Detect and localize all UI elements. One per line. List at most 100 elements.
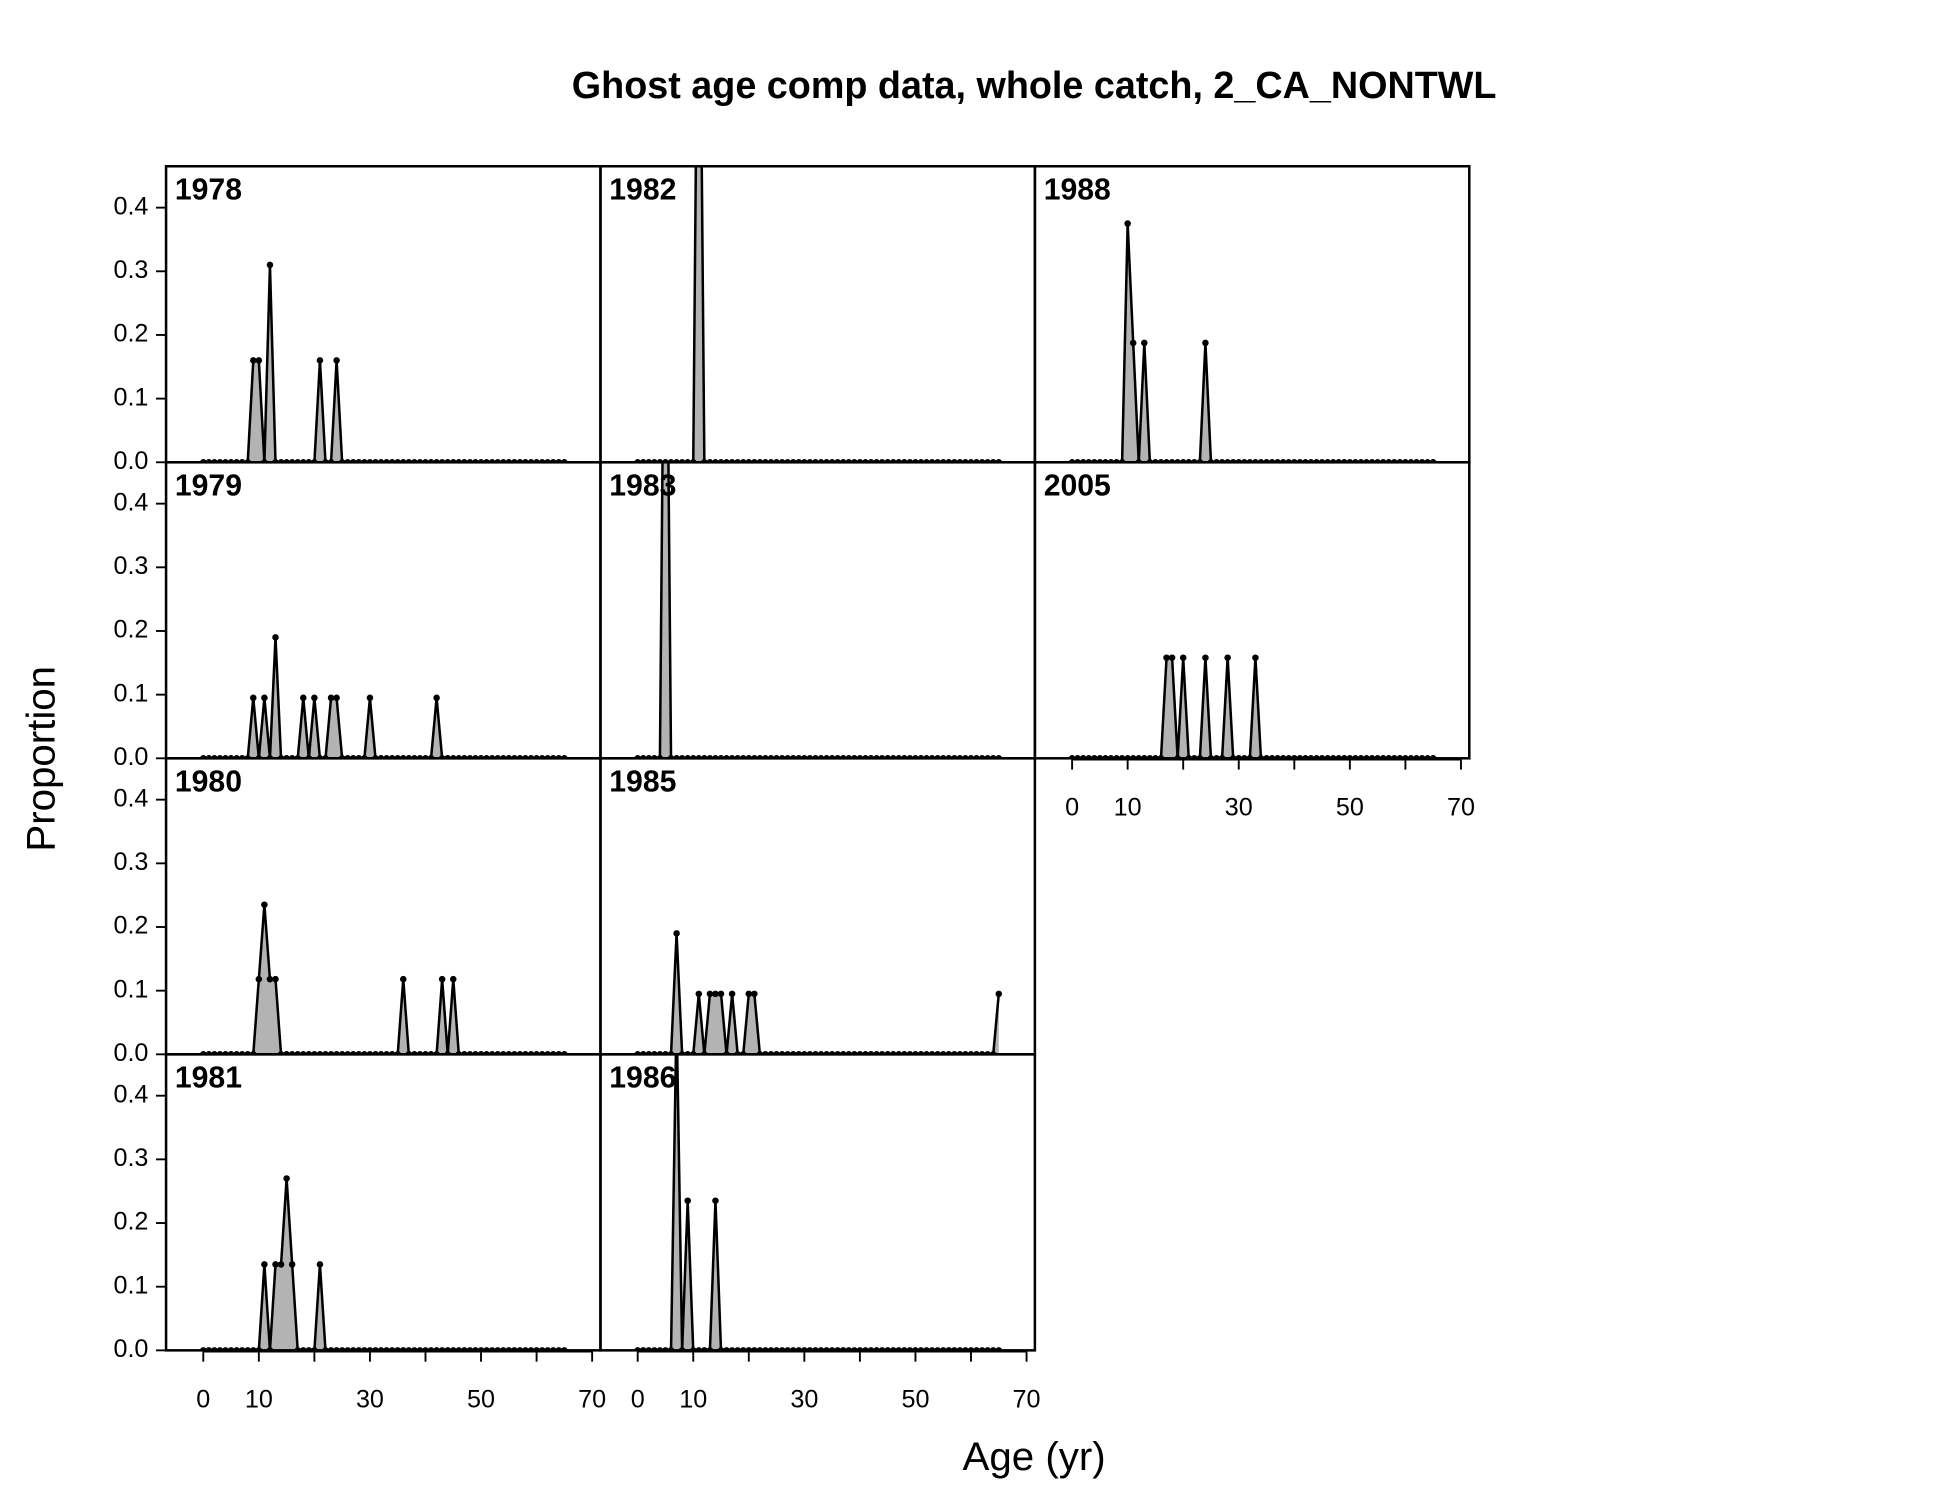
y-tick-label: 0.4 [113,488,148,516]
point [745,990,753,998]
line [203,637,565,759]
point [333,694,340,702]
panel-label: 1980 [175,765,242,798]
point [266,261,274,269]
x-tick-label: 30 [790,1385,818,1413]
panel-label: 1979 [175,469,242,502]
point [684,1197,691,1205]
x-tick-label: 0 [631,1385,645,1413]
x-tick-label: 10 [679,1385,707,1413]
x-tick-label: 10 [245,1385,273,1413]
point [283,1175,290,1182]
panel-frame [599,165,1037,464]
y-tick-label: 0.4 [113,784,148,812]
panel-plot [634,1054,1003,1351]
x-tick-label: 70 [578,1385,606,1413]
area [203,264,565,463]
point [316,357,324,364]
point [712,990,719,998]
x-tick-label: 50 [901,1385,929,1413]
point [433,694,440,702]
area [637,1054,999,1351]
line [637,1054,999,1351]
panel-frame [164,757,602,1056]
y-tick-label: 0.2 [113,320,148,348]
panel-plot [200,901,568,1055]
panel-frame [599,757,1037,1056]
line [1072,656,1434,759]
point [261,901,268,908]
area [203,1178,565,1351]
x-tick-label: 70 [1447,793,1475,821]
panel-frame [1033,165,1471,464]
line [637,933,1001,1055]
x-tick-label: 70 [1013,1385,1041,1413]
x-tick-label: 30 [356,1385,384,1413]
point [717,990,725,998]
point [327,694,335,702]
point [366,694,374,702]
point [272,1261,279,1268]
y-tick-label: 0.3 [113,1144,148,1172]
panel-label: 1982 [609,173,676,206]
point [1163,654,1170,661]
panel-label: 1988 [1044,173,1111,206]
point [1179,654,1187,661]
y-tick-label: 0.0 [113,743,148,771]
x-tick-label: 50 [467,1385,495,1413]
point [300,694,307,702]
point [712,1197,719,1205]
y-tick-label: 0.3 [113,848,148,876]
point [1124,220,1131,227]
point [261,1261,268,1268]
panel-plot [1068,654,1437,759]
panel-frame [164,1053,602,1352]
area [659,462,672,759]
y-tick-label: 0.2 [113,1208,148,1236]
point [316,1261,324,1268]
point [255,975,263,983]
panel-label: 1981 [175,1061,242,1094]
point [272,634,279,641]
panel-plot [200,1175,568,1351]
x-tick-label: 10 [1114,793,1142,821]
point [255,357,263,364]
point [1202,654,1209,661]
area [671,933,999,1055]
x-axis-label: Age (yr) [963,1434,1106,1479]
point [272,975,279,983]
line [637,462,999,759]
y-tick-label: 0.0 [113,1039,148,1067]
panel-label: 1978 [175,173,242,206]
point [288,1261,296,1268]
y-tick-label: 0.1 [113,679,148,707]
y-tick-label: 0.1 [113,1271,148,1299]
point [1129,339,1137,347]
panel-plot [200,261,568,463]
y-tick-label: 0.3 [113,552,148,580]
point [662,118,669,125]
area [247,637,443,759]
panel-label: 1983 [609,469,676,502]
panel-plot [634,118,1003,759]
line [203,1178,565,1351]
point [449,975,457,983]
panel-frame [599,1053,1037,1352]
point [311,694,318,702]
point [995,990,1003,998]
point [1202,339,1209,347]
point [333,357,340,364]
point [1168,654,1176,661]
point [728,990,736,998]
y-tick-label: 0.4 [113,1080,148,1108]
point [673,930,680,937]
point [706,990,714,998]
panel-plot [634,930,1003,1055]
y-tick-label: 0.2 [113,616,148,644]
chart-title: Ghost age comp data, whole catch, 2_CA_N… [572,64,1497,106]
point [438,975,446,983]
y-tick-label: 0.1 [113,383,148,411]
x-tick-label: 30 [1225,793,1253,821]
y-tick-label: 0.0 [113,1335,148,1363]
panel-plot [1068,220,1437,463]
